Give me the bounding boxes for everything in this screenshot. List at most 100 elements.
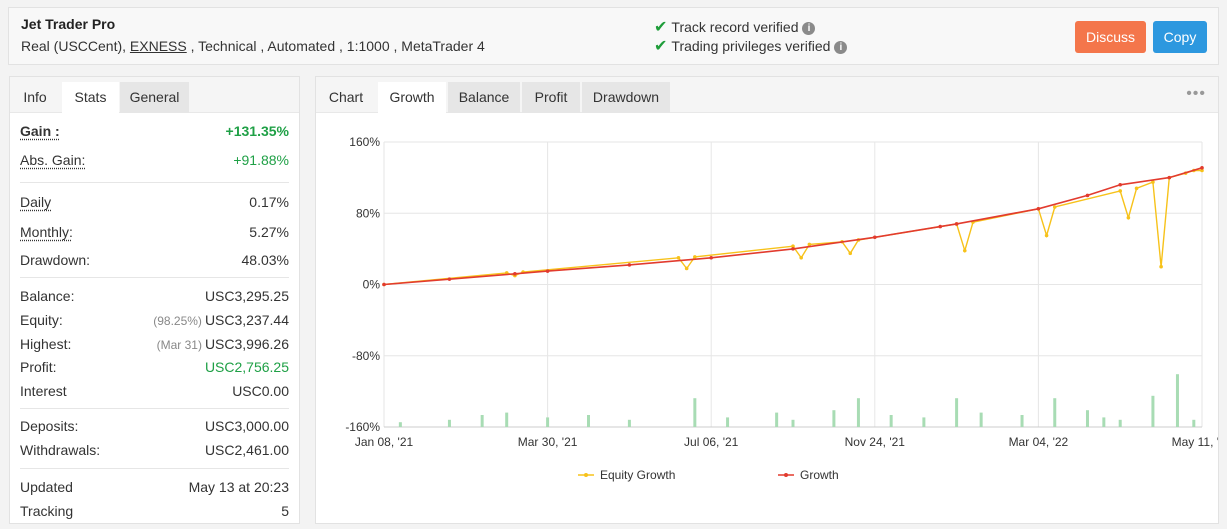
stat-withdrawals: Withdrawals: USC2,461.00 — [20, 439, 289, 461]
x-tick-label: Mar 04, '22 — [1009, 435, 1069, 449]
x-tick-label: May 11, '22 — [1172, 435, 1218, 449]
stat-drawdown: Drawdown: 48.03% — [20, 249, 289, 271]
stats-tabbar: Info Stats General — [10, 77, 299, 113]
growth-point — [513, 272, 517, 276]
volume-bar — [1102, 417, 1106, 427]
y-tick-label: -160% — [345, 420, 380, 434]
equity-growth-point — [1052, 205, 1057, 209]
stat-value: 0.17% — [249, 194, 289, 210]
chart-tabbar: Chart Growth Balance Profit Drawdown — [316, 77, 1218, 113]
growth-point — [873, 235, 877, 240]
stat-value: USC3,295.25 — [204, 288, 289, 304]
stat-value: (98.25%) USC3,237.44 — [153, 309, 289, 332]
info-icon[interactable]: i — [834, 41, 848, 54]
verified-text: Trading privileges verified — [671, 38, 831, 54]
info-icon[interactable]: i — [802, 22, 816, 35]
volume-bar — [1175, 374, 1179, 427]
equity-growth-point — [807, 242, 812, 247]
growth-point — [954, 222, 959, 226]
stat-label: Profit: — [20, 359, 57, 375]
stat-value: USC2,461.00 — [204, 442, 289, 458]
tab-general[interactable]: General — [120, 82, 189, 113]
x-tick-label: Mar 30, '21 — [518, 435, 578, 449]
divider — [20, 182, 289, 183]
volume-bar — [775, 412, 779, 427]
stat-value: 48.03% — [241, 252, 289, 268]
equity-growth-point — [1044, 233, 1049, 238]
x-tick-label: Jul 06, '21 — [684, 435, 739, 449]
stat-value: (Mar 31) USC3,996.26 — [157, 333, 289, 356]
stat-label[interactable]: Abs. Gain: — [20, 152, 86, 168]
more-options-icon[interactable]: ••• — [1186, 85, 1206, 102]
volume-bar — [979, 412, 983, 427]
stat-abs-gain: Abs. Gain: +91.88% — [20, 149, 289, 171]
legend-marker — [784, 473, 788, 477]
stat-label[interactable]: Gain : — [20, 123, 60, 139]
volume-bar — [856, 398, 860, 427]
stat-deposits: Deposits: USC3,000.00 — [20, 415, 289, 437]
equity-growth-point — [799, 255, 803, 260]
stat-label: Equity: — [20, 312, 63, 328]
equity-growth-point — [1118, 189, 1122, 193]
volume-bar — [447, 419, 451, 427]
meta-suffix: , Technical , Automated , 1:1000 , MetaT… — [186, 38, 485, 54]
tab-chart[interactable]: Chart — [328, 89, 364, 105]
tab-growth[interactable]: Growth — [378, 82, 446, 113]
growth-point — [1200, 166, 1204, 170]
growth-chart: 160% 80% 0% -80% -160%Jan 08, '21 Mar 30, '21… — [345, 135, 1218, 482]
broker-link[interactable]: EXNESS — [129, 38, 187, 54]
trading-privileges-verified: ✔ Trading privileges verified i — [654, 36, 848, 56]
volume-bar — [955, 398, 959, 427]
equity-growth-point — [848, 251, 853, 256]
volume-bar — [1085, 410, 1089, 427]
stat-value: 5 — [281, 503, 289, 519]
volume-bar — [1118, 419, 1122, 427]
stat-label: Balance: — [20, 288, 75, 304]
growth-point — [1118, 182, 1122, 187]
divider — [20, 277, 289, 278]
divider — [20, 468, 289, 469]
tab-balance[interactable]: Balance — [448, 82, 520, 113]
copy-button[interactable]: Copy — [1153, 21, 1207, 53]
growth-point — [545, 269, 550, 273]
growth-point — [382, 282, 386, 287]
discuss-button[interactable]: Discuss — [1075, 21, 1146, 53]
y-tick-label: 160% — [349, 135, 380, 149]
growth-point — [938, 224, 943, 229]
chart-panel: Chart Growth Balance Profit Drawdown •••… — [315, 76, 1219, 524]
stat-label: Withdrawals: — [20, 442, 101, 458]
legend-marker — [584, 473, 588, 477]
stat-value: +91.88% — [233, 152, 289, 168]
tab-drawdown[interactable]: Drawdown — [582, 82, 670, 113]
legend-label: Equity Growth — [600, 468, 675, 482]
stat-label[interactable]: Monthly: — [20, 224, 73, 240]
y-tick-label: 80% — [356, 206, 380, 220]
system-header: Jet Trader Pro Real (USCCent), EXNESS , … — [8, 7, 1219, 65]
stat-monthly: Monthly: 5.27% — [20, 221, 289, 243]
stat-equity: Equity: (98.25%) USC3,237.44 — [20, 309, 289, 331]
stat-tracking: Tracking 5 — [20, 500, 289, 522]
stat-label: Interest — [20, 383, 67, 399]
stat-balance: Balance: USC3,295.25 — [20, 285, 289, 307]
legend-label: Growth — [800, 468, 839, 482]
stat-label: Tracking — [20, 503, 74, 519]
system-name: Jet Trader Pro — [21, 16, 116, 32]
equity-growth-point — [684, 266, 689, 271]
stat-value: USC0.00 — [232, 383, 289, 399]
tab-stats[interactable]: Stats — [62, 82, 119, 113]
stat-label[interactable]: Daily — [20, 194, 52, 210]
stat-value: USC2,756.25 — [204, 359, 289, 375]
equity-growth-point — [1126, 215, 1131, 220]
stat-updated: Updated May 13 at 20:23 — [20, 476, 289, 498]
volume-bar — [398, 422, 402, 427]
system-meta: Real (USCCent), EXNESS , Technical , Aut… — [21, 38, 485, 54]
divider — [20, 408, 289, 409]
tab-info[interactable]: Info — [23, 89, 47, 105]
growth-point — [627, 263, 632, 267]
stat-highest: Highest: (Mar 31) USC3,996.26 — [20, 333, 289, 355]
tab-profit[interactable]: Profit — [522, 82, 580, 113]
stat-label: Updated — [20, 479, 73, 495]
equity-percent: (98.25%) — [153, 314, 202, 328]
equity-growth-point — [1159, 264, 1163, 269]
volume-bar — [1151, 395, 1155, 427]
